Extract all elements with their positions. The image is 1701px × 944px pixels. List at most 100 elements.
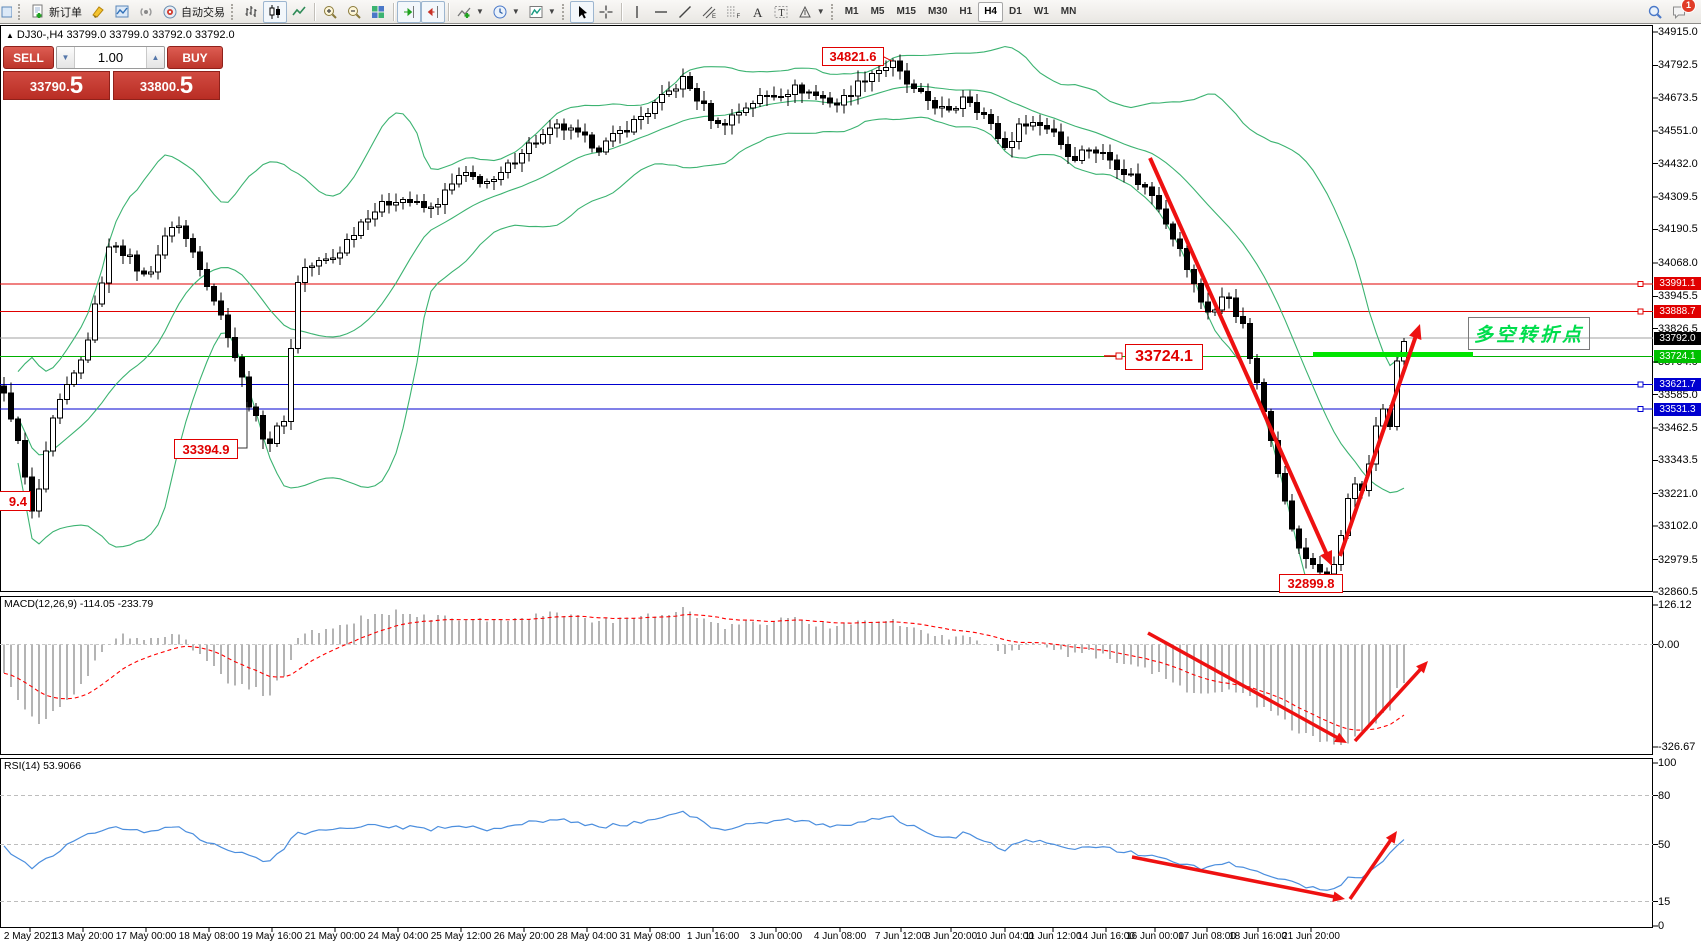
- signals-button[interactable]: [134, 1, 158, 23]
- cursor-button[interactable]: [569, 0, 594, 23]
- price-tick: 33102.0: [1658, 520, 1698, 533]
- search-icon: [1648, 5, 1662, 19]
- candles-icon: [269, 4, 280, 19]
- indicators-button[interactable]: ▼: [452, 1, 488, 23]
- equidistant-channel-button[interactable]: E: [697, 1, 721, 23]
- price-tick: 33945.5: [1658, 290, 1698, 303]
- text-button[interactable]: A: [745, 1, 769, 23]
- window-icon: [1, 6, 12, 17]
- timeframe-m5-button[interactable]: M5: [870, 6, 885, 17]
- support-highlight-bar[interactable]: [1313, 352, 1473, 357]
- toolbar-separator: [448, 2, 449, 21]
- docplus-icon: [32, 4, 43, 18]
- toolbar: 新订单 自动交易 ▼ ▼ ▼ E F A T ▼ M1 M5 M15 M30 H1 H4 D1 W1 MN 1: [0, 0, 1701, 24]
- candle-chart-button[interactable]: [263, 0, 287, 23]
- text-label-button[interactable]: T: [769, 1, 793, 23]
- timeframe-m1-button[interactable]: M1: [844, 6, 859, 17]
- price-tick: 34190.5: [1658, 223, 1698, 236]
- auto-scroll-button[interactable]: [397, 0, 421, 23]
- crosshair-button[interactable]: [594, 1, 618, 23]
- horizontal-line-button[interactable]: [649, 1, 673, 23]
- templates-button[interactable]: ▼: [524, 1, 560, 23]
- timeframe-mn-button[interactable]: MN: [1060, 6, 1077, 17]
- timeframe-d1-button[interactable]: D1: [1009, 6, 1022, 17]
- new-order-button[interactable]: 新订单: [26, 1, 86, 23]
- periods-button[interactable]: ▼: [488, 1, 524, 23]
- volume-decrease-button[interactable]: ▼: [57, 47, 75, 68]
- timeframe-m30-button[interactable]: M30: [927, 6, 948, 17]
- price-annotation-left-clipped[interactable]: 9.4: [0, 491, 31, 511]
- rsi-tick: 15: [1658, 895, 1671, 908]
- buy-button[interactable]: BUY: [167, 46, 223, 69]
- macd-signal-line: [3, 613, 1405, 731]
- candlestick-chart: [0, 45, 1653, 592]
- macd-trend-arrows[interactable]: [1147, 631, 1428, 743]
- price-tick: 32860.5: [1658, 586, 1698, 598]
- price-tick: 33221.0: [1658, 487, 1698, 500]
- price-level-label: 33724.1: [1654, 350, 1701, 364]
- autotrading-label: 自动交易: [181, 6, 225, 19]
- arrows-object-button[interactable]: ▼: [793, 1, 829, 23]
- fibonacci-button[interactable]: F: [721, 1, 745, 23]
- chevron-down-icon: ▼: [816, 7, 825, 16]
- rsi-header: RSI(14) 53.9066: [4, 760, 82, 772]
- price-annotation-support[interactable]: 33724.1: [1125, 344, 1203, 370]
- chevron-down-icon: ▼: [476, 7, 484, 16]
- chart-shift-button[interactable]: [421, 0, 445, 23]
- toolbar-separator: [314, 2, 315, 21]
- price-annotation-high[interactable]: 34821.6: [822, 47, 884, 66]
- price-tick: 34068.0: [1658, 256, 1698, 269]
- trendline-button[interactable]: [673, 1, 697, 23]
- note-turning-point[interactable]: 多空转折点: [1468, 317, 1590, 350]
- sell-price[interactable]: 33790. 5: [3, 71, 110, 100]
- vertical-line-button[interactable]: [625, 1, 649, 23]
- line-chart-button[interactable]: [287, 1, 311, 23]
- price-annotation-swing-low[interactable]: 33394.9: [174, 439, 238, 459]
- chart-window-button[interactable]: [0, 1, 16, 23]
- volume-stepper: ▼ 1.00 ▲: [56, 46, 165, 69]
- price-tick: 34915.0: [1658, 26, 1698, 38]
- time-tick-label: 3 Jun 00:00: [749, 931, 803, 942]
- highlighter-button[interactable]: [86, 1, 110, 23]
- macd-tick: 0.00: [1658, 638, 1680, 651]
- time-tick-label: 31 May 08:00: [619, 931, 681, 942]
- timeframe-w1-button[interactable]: W1: [1033, 6, 1049, 17]
- symbol-info-bar: ▲ DJ30-,H4 33799.0 33799.0 33792.0 33792.…: [6, 29, 235, 41]
- highlighter-icon: [92, 5, 104, 18]
- autotrading-button[interactable]: 自动交易: [158, 1, 229, 23]
- time-tick-label: 28 May 04:00: [556, 931, 618, 942]
- volume-value[interactable]: 1.00: [97, 50, 124, 65]
- profiles-button[interactable]: [110, 1, 134, 23]
- direction-up-icon: ▲: [6, 31, 14, 40]
- time-tick-label: 19 May 16:00: [241, 931, 303, 942]
- price-annotation-crash-low[interactable]: 32899.8: [1279, 574, 1343, 593]
- price-tick: 34432.0: [1658, 157, 1698, 170]
- signal-icon: [140, 7, 152, 16]
- toolbar-separator: [620, 2, 622, 21]
- trend-arrows[interactable]: [1148, 157, 1422, 566]
- buy-price[interactable]: 33800. 5: [113, 71, 220, 100]
- timeframe-m15-button[interactable]: M15: [896, 6, 916, 17]
- search-button[interactable]: [1643, 1, 1667, 23]
- zoom-in-button[interactable]: [318, 1, 342, 23]
- notifications-button[interactable]: 1: [1667, 0, 1696, 23]
- volume-increase-button[interactable]: ▲: [146, 47, 164, 68]
- rsi-tick: 0: [1658, 920, 1665, 932]
- time-tick-label: 2 May 2021: [3, 931, 57, 942]
- rsi-trend-arrows[interactable]: [1131, 831, 1397, 902]
- time-tick-label: 18 Jun 16:00: [1229, 931, 1287, 942]
- tile-windows-button[interactable]: [366, 1, 390, 23]
- timeframe-h1-button[interactable]: H1: [959, 6, 973, 17]
- zoom-out-button[interactable]: [342, 1, 366, 23]
- price-tick: 33585.0: [1658, 388, 1698, 401]
- vline-icon: [636, 5, 638, 18]
- timeframe-h4-button[interactable]: H4: [978, 1, 1003, 22]
- bar-chart-button[interactable]: [239, 1, 263, 23]
- price-level-label: 33531.3: [1654, 402, 1701, 416]
- tiles-icon: [372, 5, 384, 18]
- rsi-tick: 80: [1658, 789, 1671, 802]
- price-tick: 32979.5: [1658, 553, 1698, 566]
- sell-button[interactable]: SELL: [3, 46, 54, 69]
- time-tick-label: 21 May 00:00: [304, 931, 366, 942]
